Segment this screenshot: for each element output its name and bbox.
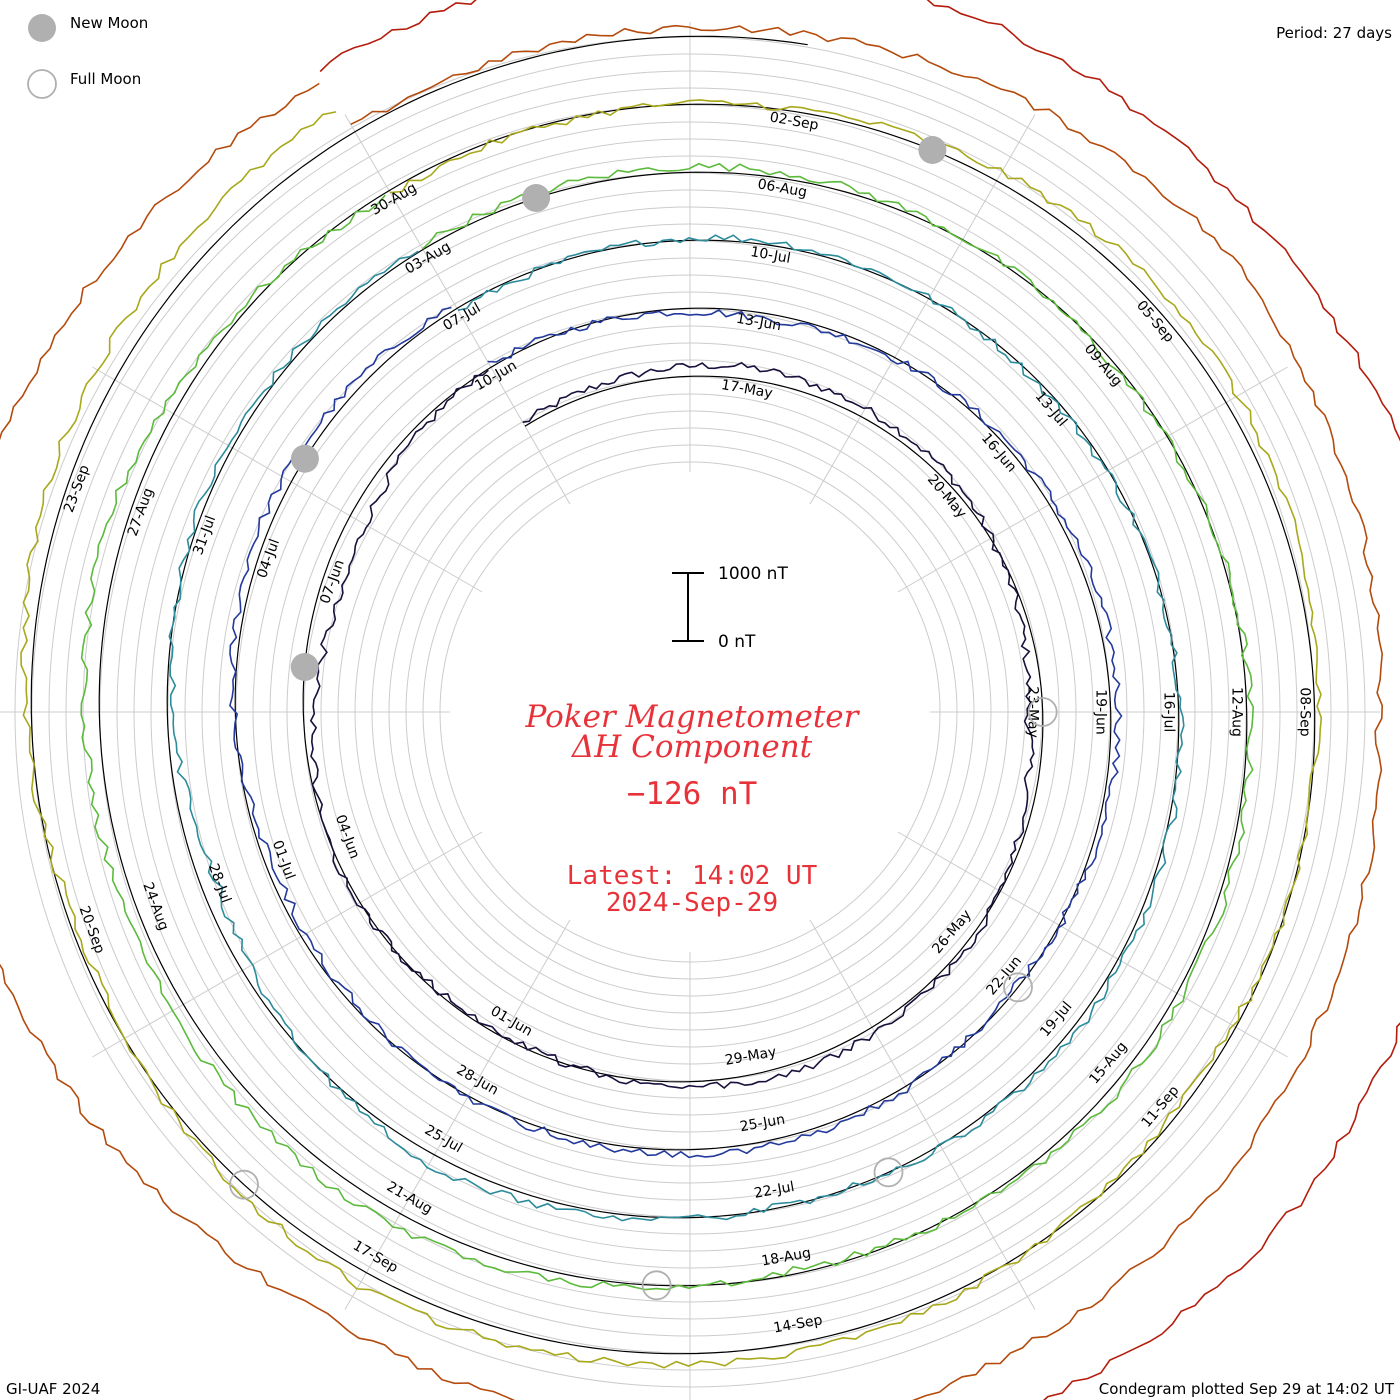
date-label: 13-Jun	[735, 311, 783, 335]
data-series-5	[20, 99, 1323, 1369]
full-moon-marker	[229, 1169, 259, 1200]
data-series-1	[309, 361, 1035, 1090]
full-moon-marker	[641, 1270, 672, 1301]
chart-title-line1: Poker Magnetometer	[525, 699, 861, 735]
data-series-6	[0, 24, 1384, 1400]
new-moon-marker	[290, 653, 319, 681]
new-moon-legend-icon	[28, 14, 56, 42]
grid-spoke	[92, 831, 483, 1058]
grid-spoke	[897, 831, 1288, 1058]
period-label: Period: 27 days	[1276, 24, 1392, 42]
date-label: 09-Aug	[1081, 341, 1125, 390]
footer-plot-time: Condegram plotted Sep 29 at 14:02 UT	[1099, 1380, 1395, 1398]
scale-bar: 1000 nT 0 nT	[672, 564, 788, 652]
date-label: 15-Aug	[1086, 1039, 1130, 1088]
date-label: 06-Aug	[756, 176, 808, 200]
data-series-3	[168, 234, 1185, 1222]
data-series-2	[229, 306, 1123, 1159]
scale-bar-bottom-label: 0 nT	[718, 632, 756, 652]
footer-credit: GI-UAF 2024	[6, 1380, 100, 1398]
date-label: 29-May	[724, 1044, 778, 1069]
date-label: 08-Sep	[1297, 687, 1313, 736]
latest-time: Latest: 14:02 UT	[567, 861, 818, 891]
new-moon-marker	[290, 444, 319, 473]
date-label: 20-May	[924, 472, 970, 522]
new-moon-marker	[918, 136, 947, 164]
grid-spoke	[92, 366, 483, 593]
legend: New Moon Full Moon	[27, 14, 148, 99]
date-label: 16-Jun	[978, 430, 1020, 475]
date-label: 01-Jun	[488, 1003, 535, 1040]
grid-spoke	[344, 114, 571, 505]
current-value: −126 nT	[627, 776, 758, 812]
data-series-7	[319, 0, 1400, 1400]
grid-spoke	[809, 919, 1036, 1310]
moon-marker-group	[229, 136, 1058, 1301]
date-label: 24-Aug	[139, 880, 171, 932]
full-moon-marker	[1003, 972, 1033, 1003]
grid-spoke	[809, 114, 1036, 505]
full-moon-marker	[873, 1157, 904, 1188]
date-label: 18-Aug	[760, 1245, 812, 1269]
date-label: 27-Aug	[125, 486, 157, 538]
grid-spokes	[0, 22, 1380, 1400]
chart-title-line2: ΔH Component	[571, 729, 813, 765]
scale-bar-top-label: 1000 nT	[718, 564, 788, 584]
date-label: 01-Jul	[269, 838, 298, 882]
latest-date: 2024-Sep-29	[606, 888, 778, 918]
date-label: 12-Aug	[1229, 687, 1245, 737]
date-label: 23-May	[1025, 686, 1041, 738]
date-label: 05-Sep	[1133, 298, 1177, 346]
date-label: 14-Sep	[772, 1312, 823, 1336]
new-moon-legend-label: New Moon	[70, 14, 148, 32]
date-label: 30-Aug	[368, 180, 419, 219]
date-label: 19-Jun	[1093, 689, 1109, 735]
date-label: 28-Jun	[454, 1062, 501, 1099]
date-label: 02-Sep	[768, 109, 819, 133]
date-label: 04-Jun	[332, 813, 363, 861]
date-label: 10-Jul	[749, 244, 792, 267]
full-moon-marker	[1027, 697, 1058, 727]
date-label: 11-Sep	[1139, 1083, 1183, 1131]
date-label: 25-Jun	[739, 1112, 787, 1136]
date-label: 17-May	[720, 377, 774, 402]
date-label: 16-Jul	[1161, 692, 1177, 733]
date-label: 20-Sep	[76, 904, 108, 956]
date-label: 28-Jul	[205, 862, 234, 906]
date-label: 22-Jul	[753, 1179, 796, 1202]
new-moon-marker	[522, 184, 551, 212]
grid-spoke	[344, 919, 571, 1310]
full-moon-legend-icon	[27, 69, 57, 99]
full-moon-legend-label: Full Moon	[70, 70, 141, 88]
grid-spoke	[897, 366, 1288, 593]
data-series-4	[80, 162, 1255, 1291]
